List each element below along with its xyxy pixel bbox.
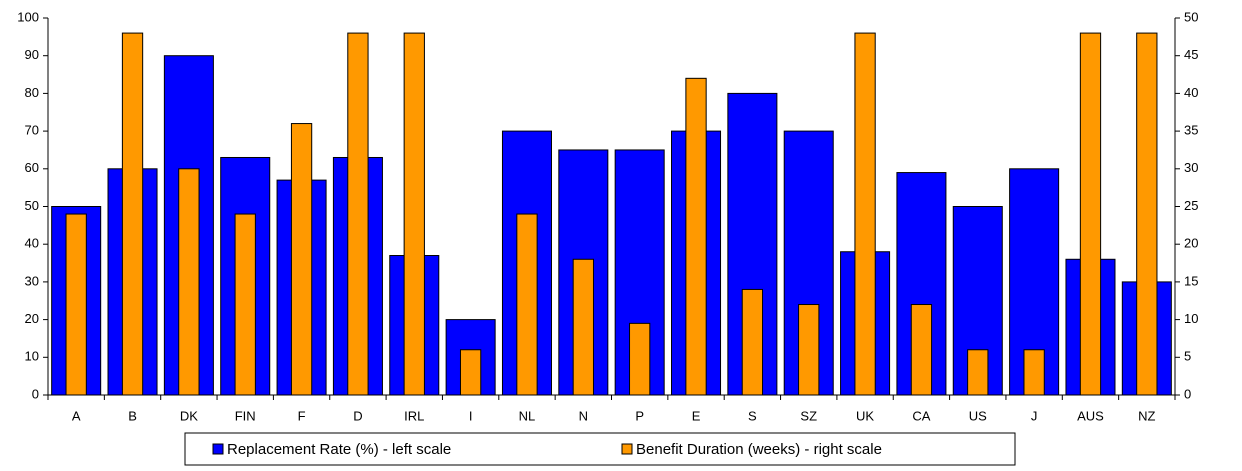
x-tick-label: IRL bbox=[404, 408, 424, 423]
bar bbox=[290, 123, 313, 396]
y2-tick-label: 5 bbox=[1184, 349, 1191, 364]
y2-tick-label: 20 bbox=[1184, 236, 1198, 251]
y2-tick-label: 50 bbox=[1184, 9, 1198, 24]
y-tick-label: 50 bbox=[25, 198, 39, 213]
bar bbox=[178, 168, 200, 396]
x-tick-label: UK bbox=[856, 408, 874, 423]
legend-label: Replacement Rate (%) - left scale bbox=[227, 441, 451, 458]
y2-tick-label: 30 bbox=[1184, 160, 1198, 175]
y2-tick-label: 15 bbox=[1184, 273, 1198, 288]
x-tick-label: N bbox=[579, 408, 588, 423]
x-tick-label: NZ bbox=[1138, 408, 1155, 423]
y-tick-label: 90 bbox=[25, 47, 39, 62]
bar bbox=[459, 349, 482, 396]
bar bbox=[121, 32, 144, 396]
x-tick-label: AUS bbox=[1077, 408, 1104, 423]
y2-tick-label: 40 bbox=[1184, 85, 1198, 100]
bar bbox=[572, 258, 594, 396]
y-tick-label: 80 bbox=[25, 85, 39, 100]
x-tick-label: DK bbox=[180, 408, 198, 423]
y2-tick-label: 0 bbox=[1184, 386, 1191, 401]
bar bbox=[403, 32, 425, 396]
x-tick-label: J bbox=[1031, 408, 1038, 423]
bar bbox=[967, 349, 989, 396]
y-tick-label: 70 bbox=[25, 123, 39, 138]
y-tick-label: 20 bbox=[25, 311, 39, 326]
x-tick-label: P bbox=[635, 408, 644, 423]
bar bbox=[629, 322, 651, 396]
legend-label: Benefit Duration (weeks) - right scale bbox=[636, 441, 882, 458]
bar bbox=[234, 213, 256, 396]
x-tick-label: CA bbox=[912, 408, 930, 423]
bar bbox=[1023, 349, 1045, 396]
bar bbox=[65, 213, 87, 396]
bar bbox=[1079, 32, 1102, 396]
bar bbox=[854, 32, 876, 396]
y2-tick-label: 45 bbox=[1184, 47, 1198, 62]
x-tick-label: D bbox=[353, 408, 362, 423]
x-tick-label: E bbox=[692, 408, 701, 423]
bar bbox=[685, 77, 707, 396]
x-tick-label: NL bbox=[519, 408, 536, 423]
y2-tick-label: 25 bbox=[1184, 198, 1198, 213]
y-tick-label: 40 bbox=[25, 236, 39, 251]
y-tick-label: 10 bbox=[25, 349, 39, 364]
x-tick-label: S bbox=[748, 408, 757, 423]
x-tick-label: SZ bbox=[800, 408, 817, 423]
legend-box bbox=[184, 432, 1016, 466]
x-tick-label: F bbox=[298, 408, 306, 423]
bar bbox=[910, 304, 933, 396]
x-tick-label: US bbox=[969, 408, 987, 423]
y-tick-label: 30 bbox=[25, 273, 39, 288]
legend-swatch bbox=[212, 443, 224, 455]
y-tick-label: 60 bbox=[25, 160, 39, 175]
y2-tick-label: 35 bbox=[1184, 123, 1198, 138]
x-tick-label: I bbox=[469, 408, 473, 423]
bar bbox=[1136, 32, 1158, 396]
y-tick-label: 0 bbox=[32, 386, 39, 401]
bar bbox=[798, 304, 820, 396]
bar bbox=[347, 32, 369, 396]
legend-swatch bbox=[621, 443, 633, 455]
y2-tick-label: 10 bbox=[1184, 311, 1198, 326]
bar bbox=[516, 213, 538, 396]
bar bbox=[741, 288, 764, 396]
x-tick-label: FIN bbox=[235, 408, 256, 423]
legend: Replacement Rate (%) - left scale Benefit… bbox=[184, 432, 1016, 466]
x-tick-label: B bbox=[128, 408, 137, 423]
x-tick-label: A bbox=[72, 408, 81, 423]
y-tick-label: 100 bbox=[17, 9, 39, 24]
